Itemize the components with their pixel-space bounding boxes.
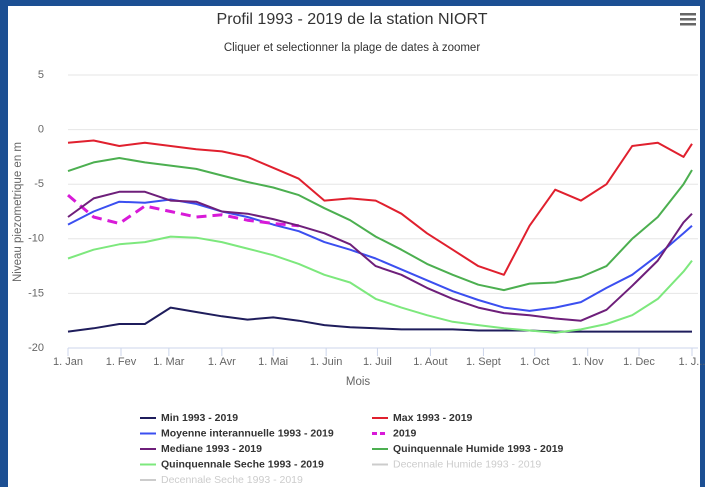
legend-item[interactable]: Mediane 1993 - 2019 [140,443,262,455]
legend-item[interactable]: 2019 [372,427,417,439]
x-tick-label: 1. Oct [520,356,549,368]
legend-item[interactable]: Quinquennale Humide 1993 - 2019 [372,443,564,455]
y-tick-label: 5 [38,69,44,81]
x-tick-label: 1. Fev [106,356,137,368]
legend-label: Min 1993 - 2019 [161,412,238,424]
y-tick-label: -15 [28,287,44,299]
legend-label: Decennale Humide 1993 - 2019 [393,458,541,470]
legend-label: Max 1993 - 2019 [393,412,473,424]
legend-label: Moyenne interannuelle 1993 - 2019 [161,427,334,439]
y-tick-label: 0 [38,124,44,136]
x-tick-label: 1. Sept [466,356,501,368]
chart-title: Profil 1993 - 2019 de la station NIORT [217,11,488,28]
legend-item[interactable]: Decennale Seche 1993 - 2019 [140,474,303,486]
legend-label: Mediane 1993 - 2019 [161,443,262,455]
menu-bar[interactable] [680,18,696,21]
x-tick-label: 1. Dec [623,356,655,368]
legend-item[interactable]: Max 1993 - 2019 [372,412,473,424]
x-tick-label: 1. Juil [363,356,392,368]
legend-item[interactable]: Moyenne interannuelle 1993 - 2019 [140,427,334,439]
legend-label: Quinquennale Seche 1993 - 2019 [161,458,324,470]
x-tick-label: 1. Mar [153,356,185,368]
legend-item[interactable]: Quinquennale Seche 1993 - 2019 [140,458,324,470]
x-tick-label: 1. Avr [208,356,236,368]
legend-item[interactable]: Decennale Humide 1993 - 2019 [372,458,541,470]
x-tick-label: 1. Nov [572,356,604,368]
chart-subtitle: Cliquer et selectionner la plage de date… [224,42,481,54]
x-tick-label: 1. J... [679,356,705,368]
y-tick-label: -5 [34,178,44,190]
series-line [67,193,299,228]
x-axis-title: Mois [346,376,371,388]
x-tick-label: 1. Aout [413,356,447,368]
series-line [67,190,693,322]
series-line [67,235,693,334]
legend-item[interactable]: Min 1993 - 2019 [140,412,238,424]
menu-button[interactable] [680,13,696,26]
menu-bar[interactable] [680,13,696,16]
legend-label: 2019 [393,427,417,439]
x-tick-label: 1. Mai [258,356,288,368]
series-line [67,139,693,276]
legend-label: Decennale Seche 1993 - 2019 [161,474,303,486]
menu-bar[interactable] [680,23,696,26]
y-axis-title: Niveau piezometrique en m [12,142,24,282]
series-line [67,306,692,333]
legend-label: Quinquennale Humide 1993 - 2019 [393,443,564,455]
x-tick-label: 1. Juin [310,356,342,368]
x-tick-label: 1. Jan [53,356,83,368]
y-tick-label: -10 [28,233,44,245]
y-tick-label: -20 [28,342,44,354]
series-line [67,157,693,292]
